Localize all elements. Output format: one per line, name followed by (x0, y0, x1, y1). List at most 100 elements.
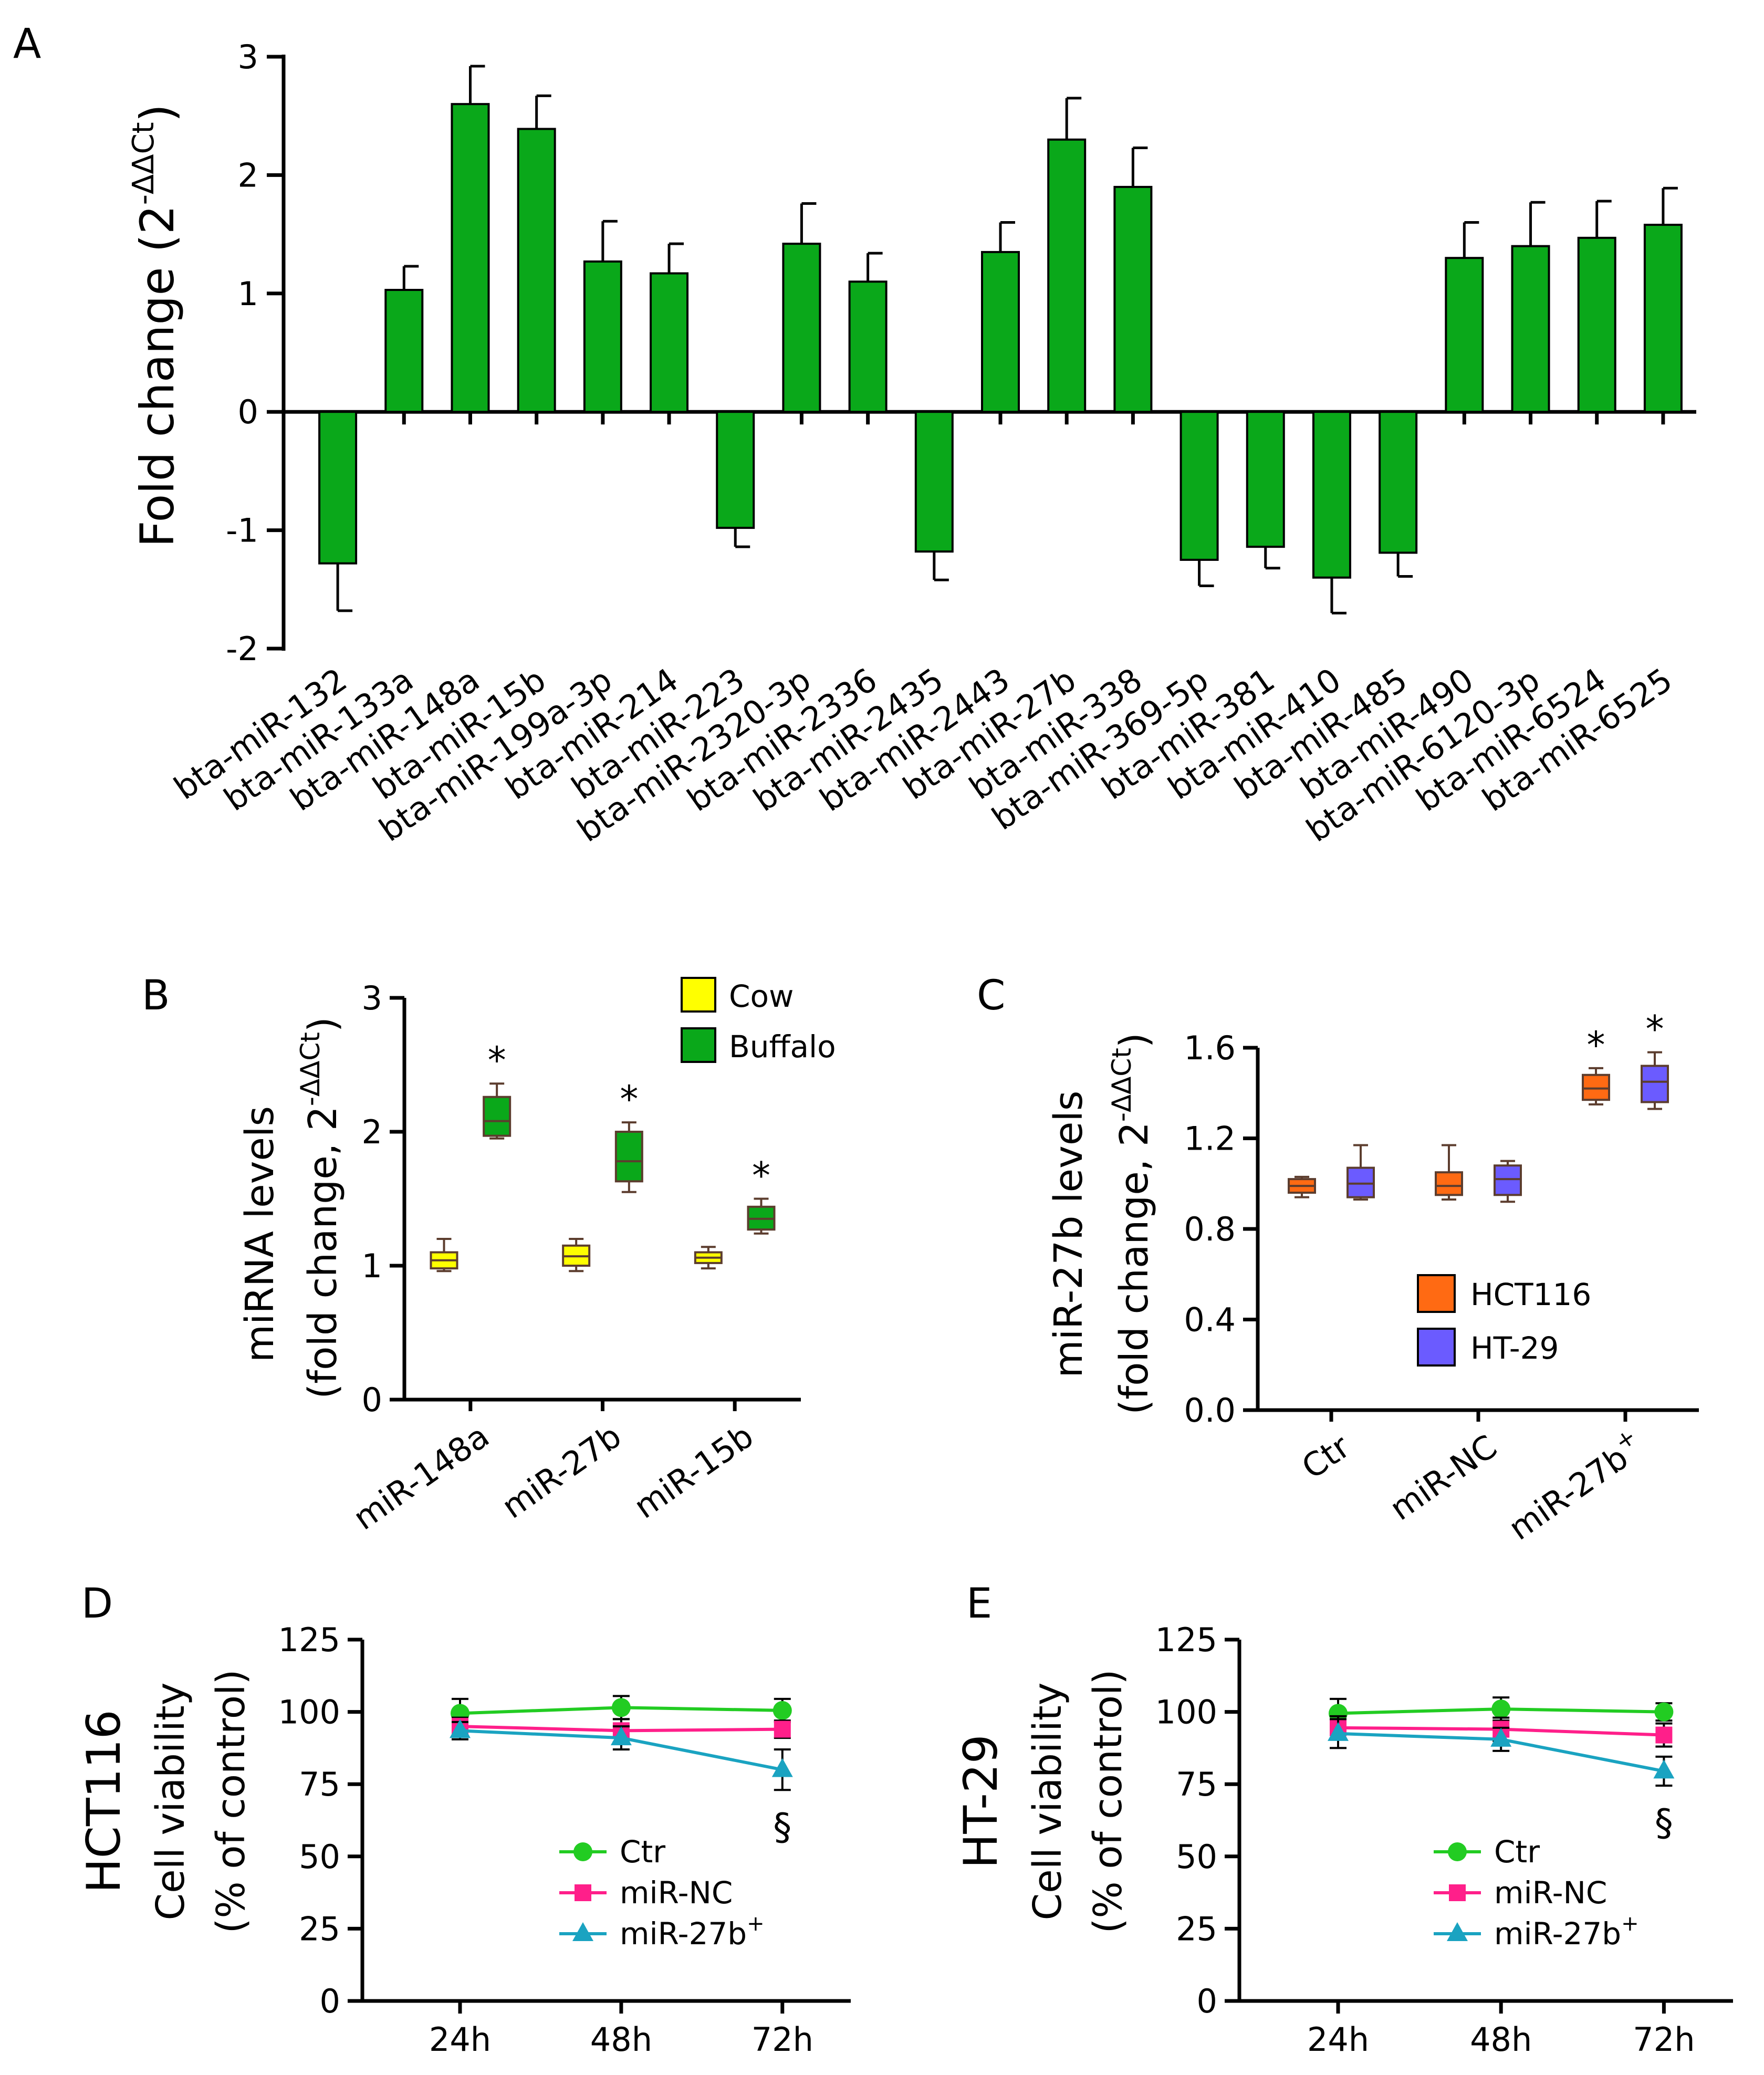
y-tick-label: 75 (1176, 1765, 1217, 1803)
legend-marker-Ctr (1448, 1842, 1467, 1861)
category-label-text: miR-15b (627, 1416, 760, 1526)
panel-e: E HT-29 Cell viability (% of control) 0 2… (954, 1580, 1733, 2059)
legend-marker-miR-NC (575, 1884, 591, 1901)
point-miR-27b (1653, 1759, 1675, 1779)
significance-star: * (1646, 1008, 1664, 1051)
y-tick-label: 100 (1155, 1693, 1217, 1732)
bar-bta-miR-338 (1113, 185, 1153, 413)
bar-bta-miR-6525 (1643, 224, 1683, 413)
bar-bta-miR-410 (1312, 411, 1351, 579)
panel-b-legend: Cow Buffalo (681, 977, 836, 1065)
box-HCT116-miR-NC (1435, 1171, 1463, 1196)
legend-marker-miR-NC (1449, 1884, 1466, 1901)
legend-label-Ctr: Ctr (620, 1834, 665, 1870)
legend-label-sup: + (1621, 1912, 1639, 1936)
point-Ctr (773, 1701, 792, 1720)
point-miR-27b (450, 1719, 471, 1738)
significance-annotation: § (773, 1806, 791, 1849)
panel-a-letter: A (13, 20, 41, 68)
panel-c: C miR-27b levels (fold change, 2-ΔΔCt) 0… (977, 972, 1699, 1548)
y-tick-label: 0 (320, 1982, 340, 2020)
legend-label-sup: + (747, 1912, 765, 1936)
legend-label-buffalo: Buffalo (729, 1029, 836, 1065)
point-Ctr (1491, 1699, 1511, 1719)
panel-e-letter: E (966, 1580, 992, 1628)
box-HT-29-miR-NC (1494, 1164, 1522, 1196)
bar-bta-miR-133a (384, 289, 424, 413)
point-miR-27b (610, 1726, 632, 1746)
panel-d: D HCT116 Cell viability (% of control) 0… (77, 1580, 851, 2059)
y-tick-label: 1.2 (1184, 1120, 1236, 1158)
panel-b-ylabel-close: ) (300, 1017, 346, 1032)
y-tick-label: 100 (278, 1693, 340, 1732)
panel-c-ylabel-line2: (fold change, 2-ΔΔCt) (1107, 1033, 1157, 1415)
legend-label-miR-NC: miR-NC (620, 1875, 733, 1911)
legend-label-text: Ctr (620, 1834, 665, 1870)
y-tick-label: 50 (1176, 1838, 1217, 1876)
y-tick-label: 25 (299, 1910, 340, 1948)
x-tick-label-72h: 72h (1633, 2020, 1695, 2059)
legend-label-text: miR-27b (1494, 1916, 1621, 1952)
box-HT-29-Ctr (1347, 1166, 1375, 1198)
y-tick-label: 2 (362, 1113, 382, 1151)
bar-bta-miR-223 (716, 411, 755, 529)
box-Buffalo-miR-148a (483, 1096, 512, 1137)
panel-c-ylabel-line1: miR-27b levels (1046, 1091, 1091, 1378)
legend-label-text: miR-NC (1494, 1875, 1607, 1911)
legend-swatch-cow (681, 977, 716, 1013)
legend-label-hct116: HCT116 (1470, 1277, 1591, 1312)
legend-swatch-ht29 (1417, 1328, 1456, 1367)
bar-bta-miR-15b (517, 128, 556, 413)
bar-bta-miR-2320-3p (782, 243, 821, 413)
panel-c-ylabel-close: ) (1112, 1033, 1157, 1048)
panel-a-y-tick-label: 2 (238, 156, 258, 194)
legend-label-Ctr: Ctr (1494, 1834, 1540, 1870)
category-label-text: miR-27b (1502, 1438, 1635, 1548)
significance-star: * (620, 1078, 638, 1121)
bar-bta-miR-2443 (981, 251, 1020, 413)
legend-label-miR-27b: miR-27b+ (620, 1912, 765, 1952)
significance-star: * (1587, 1024, 1605, 1067)
point-Ctr (1654, 1702, 1674, 1722)
category-label-miR-27b: miR-27b+ (1499, 1423, 1651, 1548)
bar-bta-miR-6524 (1577, 236, 1616, 413)
legend-label-ht29: HT-29 (1470, 1330, 1559, 1366)
point-miR-NC (774, 1721, 791, 1738)
bar-bta-miR-490 (1445, 257, 1484, 413)
panel-e-side-title: HT-29 (954, 1734, 1008, 1869)
bar-bta-miR-199a-3p (583, 260, 622, 413)
legend-label-text: Ctr (1494, 1834, 1540, 1870)
panel-c-ylabel-sup: -ΔΔCt (1107, 1048, 1137, 1122)
x-tick-label-72h: 72h (751, 2020, 813, 2059)
y-tick-label: 125 (1155, 1621, 1217, 1659)
panel-a-x-labels: bta-miR-132bta-miR-133abta-miR-148abta-m… (167, 660, 1679, 849)
bar-bta-miR-132 (318, 411, 358, 565)
panel-a-ylabel: Fold change (2-ΔΔCt) (127, 104, 184, 547)
panel-a-y-tick-label: -1 (226, 512, 258, 550)
category-label-Ctr: Ctr (1295, 1427, 1357, 1486)
panel-b-ylabel-sup: -ΔΔCt (295, 1032, 326, 1106)
point-Ctr (611, 1698, 631, 1717)
panel-a-y-tick-label: 0 (238, 393, 258, 431)
bar-bta-miR-485 (1379, 411, 1418, 554)
point-miR-27b (771, 1758, 793, 1777)
panel-a-y-tick-label: 1 (238, 275, 258, 313)
y-tick-label: 0 (362, 1381, 382, 1419)
y-tick-label: 50 (299, 1838, 340, 1876)
x-tick-label-24h: 24h (1307, 2020, 1369, 2059)
y-tick-label: 25 (1176, 1910, 1217, 1948)
legend-marker-miR-27b (1447, 1922, 1468, 1941)
y-tick-label: 0.4 (1184, 1301, 1236, 1339)
panel-b-ylabel-line1: miRNA levels (237, 1106, 283, 1362)
point-Ctr (1329, 1704, 1348, 1723)
panel-a-ylabel-close: ) (130, 104, 184, 122)
y-tick-label: 125 (278, 1621, 340, 1659)
legend-label-text: miR-27b (620, 1916, 747, 1952)
y-tick-label: 0.0 (1184, 1391, 1236, 1430)
x-tick-label-48h: 48h (1470, 2020, 1532, 2059)
panel-e-ylabel-line1: Cell viability (1025, 1683, 1070, 1921)
point-miR-27b (1490, 1727, 1512, 1747)
y-tick-label: 0.8 (1184, 1210, 1236, 1248)
category-label-text: miR-27b (495, 1416, 628, 1526)
